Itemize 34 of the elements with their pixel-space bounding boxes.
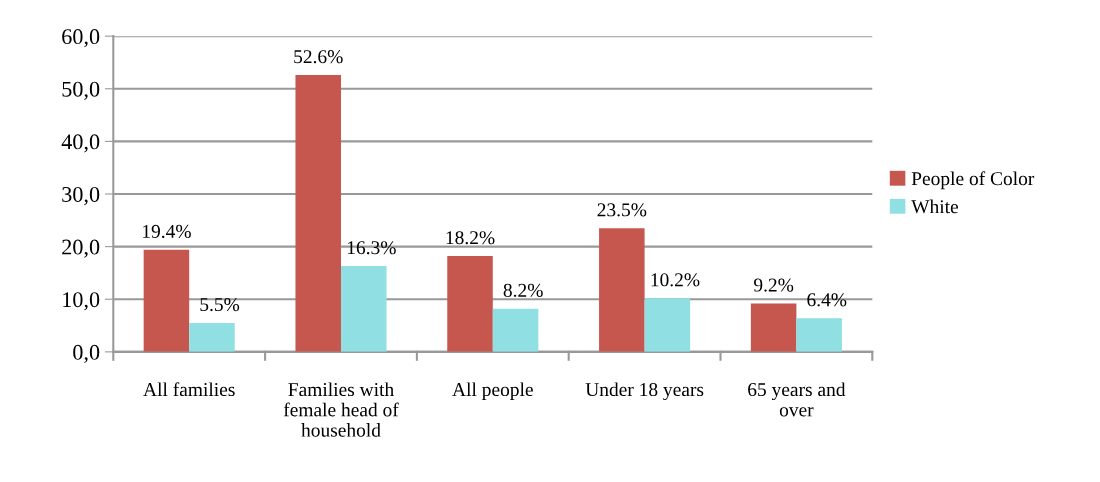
data-label: 8.2%: [503, 283, 543, 297]
y-tick-label: 40,0: [61, 134, 100, 153]
y-tick-label: 60,0: [62, 29, 100, 48]
data-label: 16.3%: [347, 241, 396, 255]
data-label: 52.6%: [294, 50, 343, 64]
legend-label: People of Color: [911, 171, 1035, 190]
x-tick-label: All families: [143, 382, 235, 397]
x-tick-label: Under 18 years: [585, 382, 704, 401]
y-tick-label: 30,0: [62, 186, 100, 206]
bar: [796, 318, 842, 352]
bar: [447, 256, 493, 352]
bar: [599, 228, 645, 352]
x-tick-label: 65 years and over: [748, 382, 846, 417]
bar: [492, 308, 539, 352]
legend-label: White: [911, 199, 959, 214]
data-label: 9.2%: [754, 278, 794, 292]
y-tick-label: 0,0: [73, 344, 100, 363]
data-label: 18.2%: [446, 231, 495, 245]
x-tick-label: Families with female head of household: [283, 382, 399, 437]
x-tick-label: All people: [452, 382, 533, 401]
y-tick-label: 50,0: [62, 81, 100, 100]
data-label: 6.4%: [807, 293, 847, 307]
bar: [143, 249, 190, 352]
bar: [189, 322, 235, 352]
data-label: 5.5%: [200, 297, 240, 312]
data-label: 10.2%: [651, 273, 700, 287]
bar: [295, 75, 341, 352]
bar: [341, 266, 387, 352]
y-tick-label: 10,0: [63, 292, 100, 311]
bar: [750, 303, 797, 352]
bar: [644, 298, 691, 352]
data-label: 19.4%: [143, 224, 191, 239]
y-tick-label: 20,0: [62, 239, 100, 258]
data-label: 23.5%: [597, 203, 647, 217]
